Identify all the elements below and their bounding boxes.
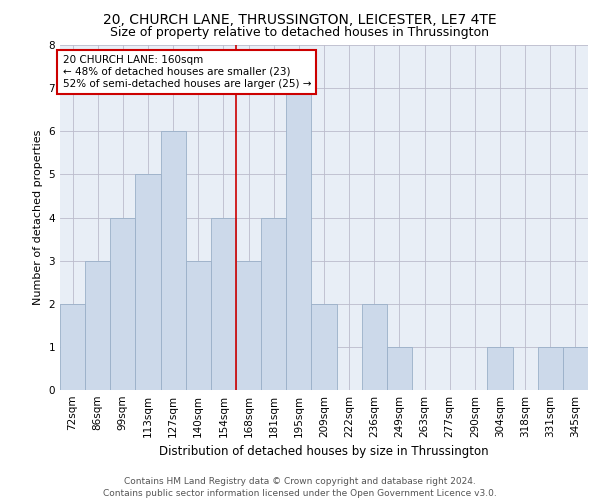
Bar xyxy=(487,347,512,390)
Text: Contains HM Land Registry data © Crown copyright and database right 2024.
Contai: Contains HM Land Registry data © Crown c… xyxy=(103,476,497,498)
Text: 20 CHURCH LANE: 160sqm
← 48% of detached houses are smaller (23)
52% of semi-det: 20 CHURCH LANE: 160sqm ← 48% of detached… xyxy=(62,56,311,88)
Text: Size of property relative to detached houses in Thrussington: Size of property relative to detached ho… xyxy=(110,26,490,39)
Bar xyxy=(538,347,563,390)
Text: 20, CHURCH LANE, THRUSSINGTON, LEICESTER, LE7 4TE: 20, CHURCH LANE, THRUSSINGTON, LEICESTER… xyxy=(103,12,497,26)
Bar xyxy=(110,218,136,390)
Bar xyxy=(60,304,85,390)
Bar xyxy=(85,260,110,390)
Bar xyxy=(261,218,286,390)
Bar xyxy=(136,174,161,390)
Bar xyxy=(387,347,412,390)
Bar xyxy=(286,88,311,390)
Bar xyxy=(161,131,186,390)
X-axis label: Distribution of detached houses by size in Thrussington: Distribution of detached houses by size … xyxy=(159,446,489,458)
Bar xyxy=(311,304,337,390)
Bar xyxy=(563,347,588,390)
Bar xyxy=(362,304,387,390)
Bar xyxy=(211,218,236,390)
Bar xyxy=(186,260,211,390)
Y-axis label: Number of detached properties: Number of detached properties xyxy=(33,130,43,305)
Bar xyxy=(236,260,261,390)
